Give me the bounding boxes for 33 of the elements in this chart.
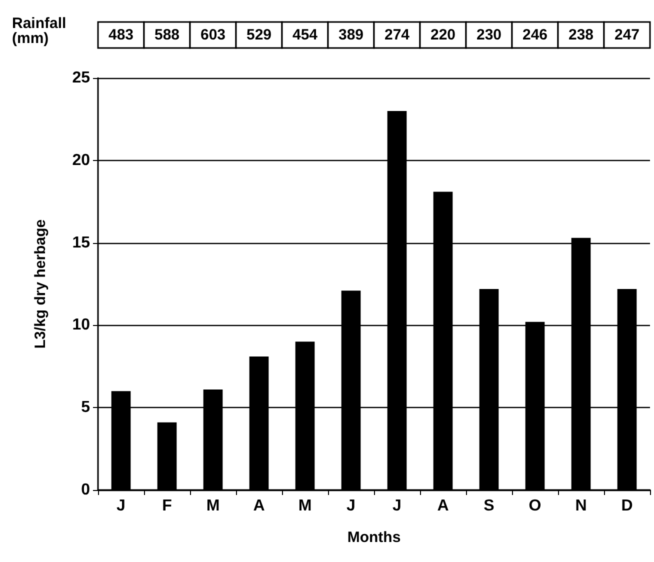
x-tick-label: A xyxy=(253,498,266,514)
x-tick-label: M xyxy=(206,498,220,514)
text: 246 xyxy=(522,26,548,44)
x-axis-title: Months xyxy=(347,529,401,546)
text: 247 xyxy=(614,26,640,44)
x-tick-label: D xyxy=(621,498,633,514)
text: 389 xyxy=(338,26,364,44)
x-tick-label: J xyxy=(116,498,126,514)
x-tick-label: S xyxy=(484,498,495,514)
text: 483 xyxy=(108,26,134,44)
text: 588 xyxy=(154,26,180,44)
y-tick-label: 25 xyxy=(72,70,90,86)
y-tick-label: 15 xyxy=(72,234,90,252)
text: 274 xyxy=(384,26,410,44)
x-tick-label: N xyxy=(575,498,587,514)
y-axis-title: L3/kg dry herbage xyxy=(32,219,49,349)
x-tick-label: J xyxy=(346,498,356,514)
text: Rainfall (mm) xyxy=(12,15,70,47)
x-tick-label: O xyxy=(528,498,542,514)
y-tick-label: 5 xyxy=(81,399,90,416)
x-tick-label: M xyxy=(298,498,312,514)
text: 230 xyxy=(476,26,502,44)
text: 603 xyxy=(200,26,226,44)
text: 454 xyxy=(292,26,318,44)
y-tick-label: 0 xyxy=(81,482,90,498)
text: 238 xyxy=(568,26,594,44)
x-tick-label: A xyxy=(437,498,450,514)
x-tick-label: J xyxy=(392,498,402,514)
x-tick-label: F xyxy=(162,498,172,514)
y-tick-label: 20 xyxy=(72,152,90,169)
y-tick-label: 10 xyxy=(72,316,90,334)
text: 529 xyxy=(246,26,272,44)
text: 220 xyxy=(430,26,456,44)
